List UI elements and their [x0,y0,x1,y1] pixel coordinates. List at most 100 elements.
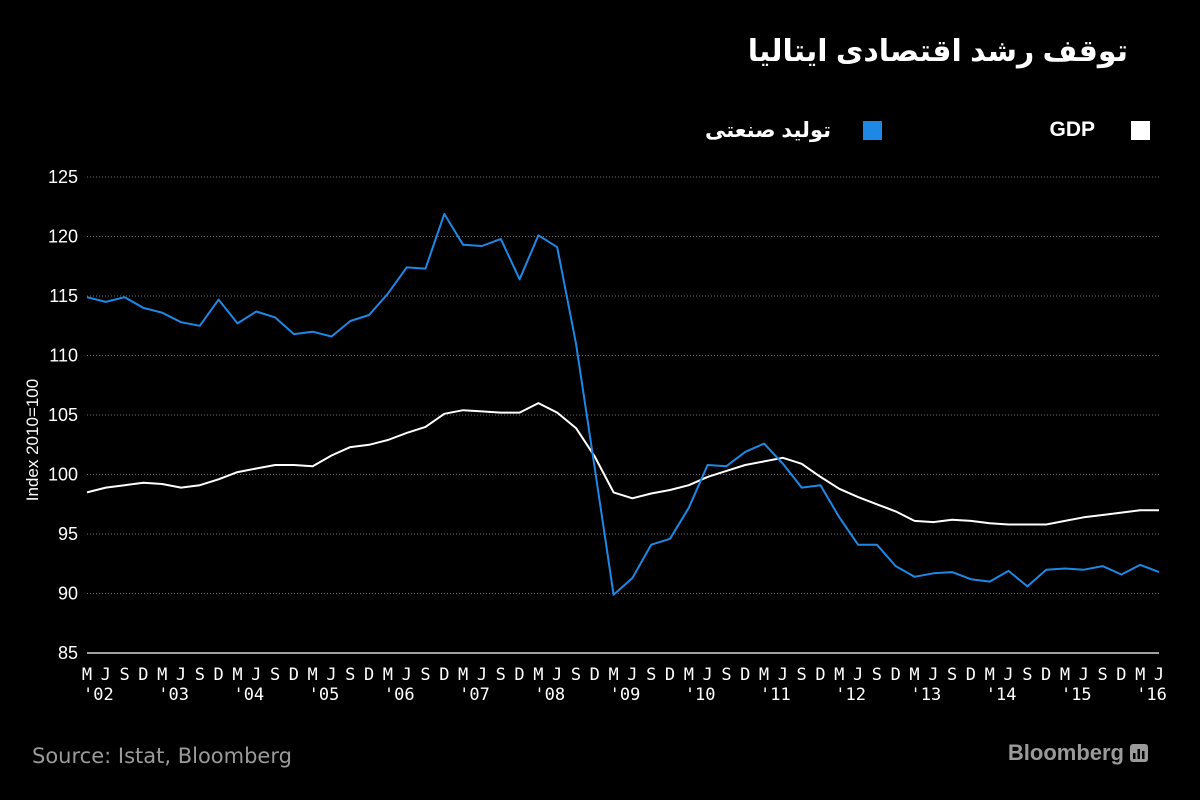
series-lines [86,212,1160,596]
x-tick-label: M [684,665,694,685]
source-note: Source: Istat, Bloomberg [32,744,292,768]
y-tick-label: 90 [58,584,78,604]
x-tick-label: D [966,665,976,685]
bloomberg-logo-text: Bloomberg [1007,740,1124,765]
x-tick-label: J [1079,665,1089,685]
x-tick-label: D [214,665,224,685]
x-tick-label: D [364,665,374,685]
chart-title: توقف رشد اقتصادی ایتالیا [747,35,1128,68]
x-tick-label: J [928,665,938,685]
x-tick-label: M [533,665,543,685]
gridlines [87,176,1159,654]
y-tick-label: 120 [48,227,78,247]
x-tick-label: J [477,665,487,685]
x-tick-label: M [232,665,242,685]
x-tick-label: J [627,665,637,685]
legend-swatch-gdp [1131,120,1150,140]
y-tick-label: 110 [49,346,78,366]
legend-swatch-industrial-production [863,120,882,140]
x-year-label: '07 [459,685,490,705]
x-tick-label: D [590,665,600,685]
bloomberg-logo: Bloomberg [1008,740,1148,766]
x-tick-label: S [797,665,807,685]
x-year-label: '15 [1061,685,1092,705]
legend-item-industrial-production: تولید صنعتی [705,116,882,144]
legend-label-gdp: GDP [1049,118,1095,141]
x-tick-label: J [402,665,412,685]
x-tick-label: J [1154,665,1164,685]
x-tick-label: M [308,665,318,685]
x-year-label: '06 [384,685,415,705]
x-tick-label: J [778,665,788,685]
x-year-label: '05 [309,685,340,705]
x-tick-label: J [326,665,336,685]
x-tick-label: M [383,665,393,685]
x-year-label: '04 [233,685,264,705]
x-tick-label: J [176,665,186,685]
x-tick-label: J [1003,665,1013,685]
x-tick-label: S [496,665,506,685]
y-tick-label: 105 [48,405,78,425]
x-tick-label: M [82,665,92,685]
x-tick-label: M [909,665,919,685]
x-year-label: '13 [911,685,942,705]
x-tick-label: M [157,665,167,685]
x-tick-label: S [1097,665,1107,685]
x-year-label: '16 [1136,685,1167,705]
x-tick-label: D [514,665,524,685]
y-tick-label: 85 [58,643,78,663]
x-tick-label: M [985,665,995,685]
legend-item-gdp: GDP [1049,116,1150,144]
x-tick-label: D [665,665,675,685]
x-tick-label: J [853,665,863,685]
y-tick-label: 125 [48,167,78,187]
series-line-gdp [86,402,1159,526]
x-tick-label: J [101,665,111,685]
x-tick-label: S [420,665,430,685]
bar-chart-icon [1130,744,1148,762]
x-year-label: '14 [986,685,1017,705]
y-axis: 85 90 95 100 105 110 115 120 125 [48,167,78,663]
x-tick-label: M [608,665,618,685]
x-year-label: '11 [760,685,791,705]
x-tick-label: S [119,665,129,685]
y-tick-label: 115 [49,286,78,306]
x-tick-label: M [1060,665,1070,685]
x-tick-label: D [815,665,825,685]
x-tick-label: J [251,665,261,685]
x-year-label: '02 [83,685,114,705]
x-year-label: '12 [835,685,866,705]
x-tick-label: D [439,665,449,685]
x-year-label: '09 [610,685,641,705]
x-tick-label: M [458,665,468,685]
x-tick-label: S [646,665,656,685]
x-tick-label: D [138,665,148,685]
y-tick-label: 95 [58,524,78,544]
x-tick-label: M [834,665,844,685]
x-tick-label: S [872,665,882,685]
series-line-industrial-production [86,212,1160,596]
y-tick-label: 100 [48,465,78,485]
x-tick-label: D [1041,665,1051,685]
x-tick-label: S [947,665,957,685]
x-year-label: '10 [685,685,716,705]
x-tick-label: M [1135,665,1145,685]
x-tick-label: D [289,665,299,685]
x-tick-label: S [195,665,205,685]
x-year-label: '08 [534,685,565,705]
x-tick-label: S [345,665,355,685]
x-tick-label: S [571,665,581,685]
legend-label-industrial-production: تولید صنعتی [704,118,831,142]
x-tick-label: J [552,665,562,685]
x-tick-label: D [1116,665,1126,685]
x-tick-label: D [740,665,750,685]
x-year-label: '03 [158,685,189,705]
x-tick-label: S [270,665,280,685]
x-tick-label: J [703,665,713,685]
y-axis-label: Index 2010=100 [23,379,42,501]
x-tick-label: D [891,665,901,685]
x-tick-label: S [721,665,731,685]
x-tick-label: S [1022,665,1032,685]
